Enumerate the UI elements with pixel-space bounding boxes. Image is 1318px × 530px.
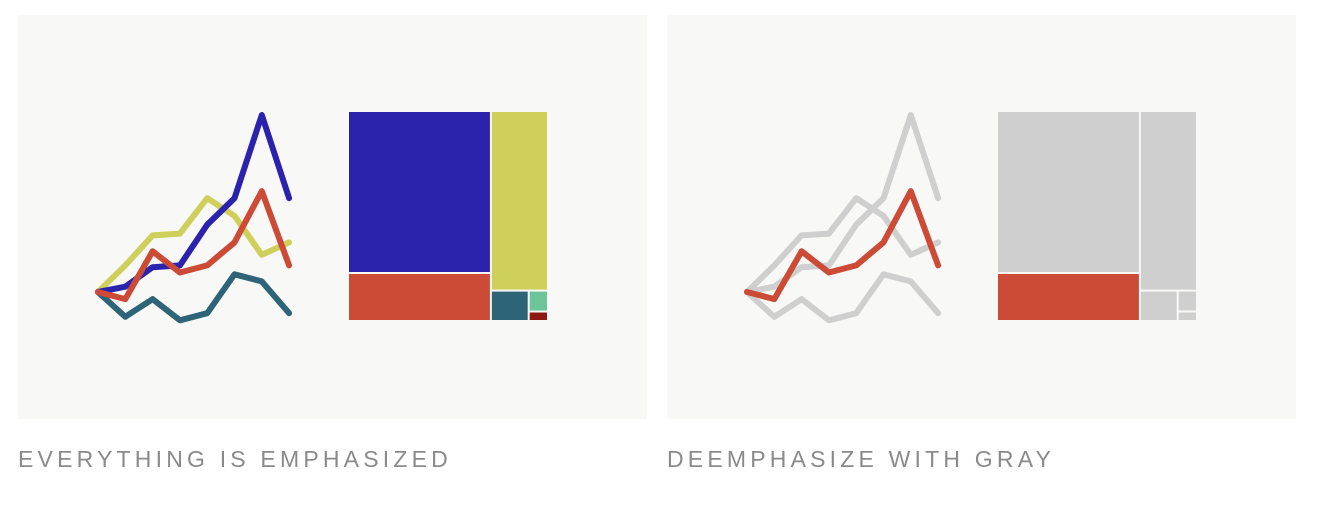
- treemap-block-teal: [491, 291, 528, 320]
- line-series-blue: [744, 112, 942, 295]
- emphasized-chart: [95, 112, 547, 324]
- treemap-block-red: [998, 274, 1139, 320]
- deemphasized-panel: [667, 15, 1296, 419]
- line-series-yellow: [95, 195, 293, 295]
- treemap-block-blue: [998, 112, 1139, 272]
- treemap-block-mint: [1178, 291, 1196, 311]
- treemap-block-yellow: [491, 112, 547, 290]
- treemap-block-darkred: [1178, 312, 1196, 320]
- treemap-block-mint: [529, 291, 547, 311]
- caption-deemphasized: DEEMPHASIZE WITH GRAY: [667, 446, 1056, 472]
- caption-emphasized: EVERYTHING IS EMPHASIZED: [18, 446, 452, 472]
- treemap-block-teal: [1140, 291, 1177, 320]
- line-series-teal: [744, 271, 942, 324]
- treemap-block-red: [349, 274, 490, 320]
- treemap-block-blue: [349, 112, 490, 272]
- emphasized-panel: [18, 15, 647, 419]
- line-series-yellow: [744, 195, 942, 295]
- line-series-teal: [95, 271, 293, 324]
- treemap-block-yellow: [1140, 112, 1196, 290]
- line-series-blue: [95, 112, 293, 295]
- line-series-red: [95, 188, 293, 303]
- treemap-block-darkred: [529, 312, 547, 320]
- line-series-red: [744, 188, 942, 303]
- deemphasized-chart: [744, 112, 1196, 324]
